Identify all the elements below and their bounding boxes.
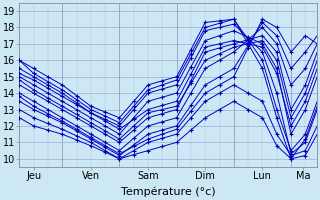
X-axis label: Température (°c): Température (°c) xyxy=(121,187,216,197)
